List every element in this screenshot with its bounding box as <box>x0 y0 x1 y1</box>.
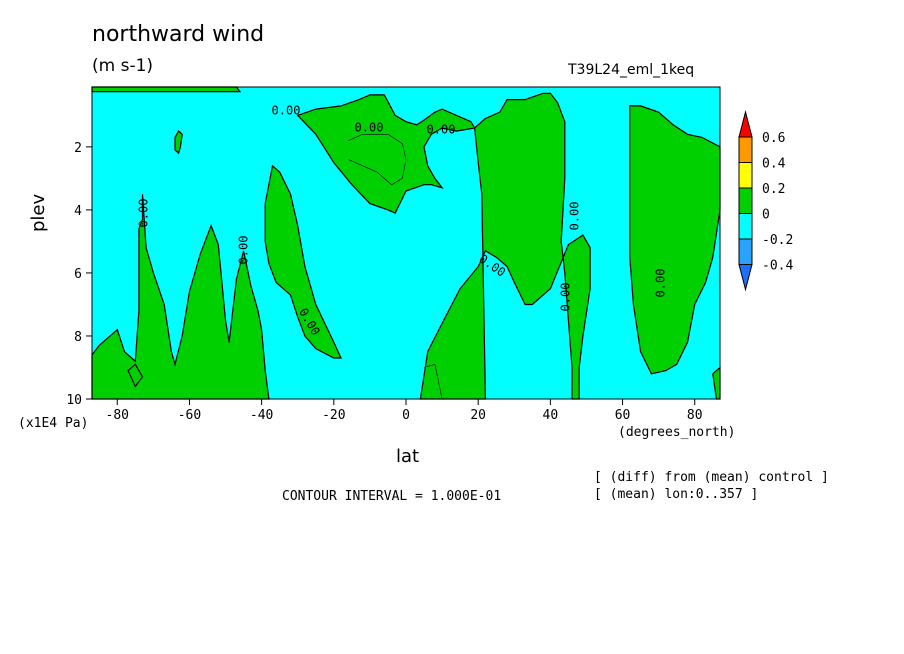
contour-label-7: 0.00 <box>568 202 582 231</box>
y-axis-unit: (x1E4 Pa) <box>18 416 89 431</box>
colorbar-label: 0.4 <box>762 157 786 172</box>
colorbar-bottom-arrow <box>738 264 753 292</box>
contour-label-0: 0.00 <box>272 104 301 118</box>
contour-interval-label: CONTOUR INTERVAL = 1.000E-01 <box>282 489 502 504</box>
thin-contour-0 <box>348 134 407 186</box>
x-tick-label: 20 <box>470 408 486 423</box>
colorbar-segment-0 <box>738 136 753 163</box>
colorbar-top-arrow <box>738 110 753 138</box>
contour-label-2: 0.00 <box>427 123 456 137</box>
contour-label-4: 0.00 <box>237 236 251 265</box>
contour-region-G <box>174 130 183 155</box>
x-tick-label: 80 <box>687 408 703 423</box>
units-label: (m s-1) <box>92 56 154 76</box>
chart-title: northward wind <box>92 22 265 47</box>
x-tick-label: -40 <box>250 408 273 423</box>
colorbar-label: 0.6 <box>762 131 785 146</box>
contour-region-E <box>629 105 721 375</box>
y-tick-label: 6 <box>74 267 82 282</box>
thin-contour-1 <box>423 363 443 400</box>
x-tick-label: 0 <box>402 408 410 423</box>
colorbar-label: 0 <box>762 208 770 223</box>
y-tick-label: 4 <box>74 204 82 219</box>
x-tick-label: 40 <box>543 408 559 423</box>
contour-region-B <box>264 164 342 359</box>
x-axis-label: lat <box>396 446 420 467</box>
colorbar-segment-2 <box>738 187 753 214</box>
contour-label-3: 0.00 <box>137 199 151 228</box>
contour-label-9: 0.00 <box>654 269 668 298</box>
y-tick-label: 2 <box>74 141 82 156</box>
run-label: T39L24_eml_1keq <box>568 62 695 78</box>
contour-label-1: 0.00 <box>355 121 384 135</box>
contour-region-F <box>91 86 242 93</box>
colorbar-segment-3 <box>738 213 753 240</box>
colorbar-label: 0.2 <box>762 182 785 197</box>
colorbar-segment-1 <box>738 162 753 189</box>
x-tick-label: 60 <box>615 408 631 423</box>
x-tick-label: -80 <box>106 408 129 423</box>
x-tick-label: -60 <box>178 408 201 423</box>
contour-region-C <box>296 94 476 214</box>
x-axis-unit: (degrees_north) <box>618 425 736 440</box>
colorbar-label: -0.2 <box>762 233 793 248</box>
contour-region-H <box>127 363 144 388</box>
diff-note: [ (diff) from (mean) control ] <box>594 470 829 485</box>
y-tick-label: 8 <box>74 330 82 345</box>
contour-region-A <box>91 194 270 400</box>
contour-label-8: 0.00 <box>559 283 573 312</box>
colorbar-label: -0.4 <box>762 259 793 274</box>
colorbar-segment-4 <box>738 238 753 265</box>
y-tick-label: 10 <box>66 393 82 408</box>
contour-region-D <box>419 92 591 400</box>
x-tick-label: -20 <box>322 408 345 423</box>
mean-note: [ (mean) lon:0..357 ] <box>594 487 759 502</box>
